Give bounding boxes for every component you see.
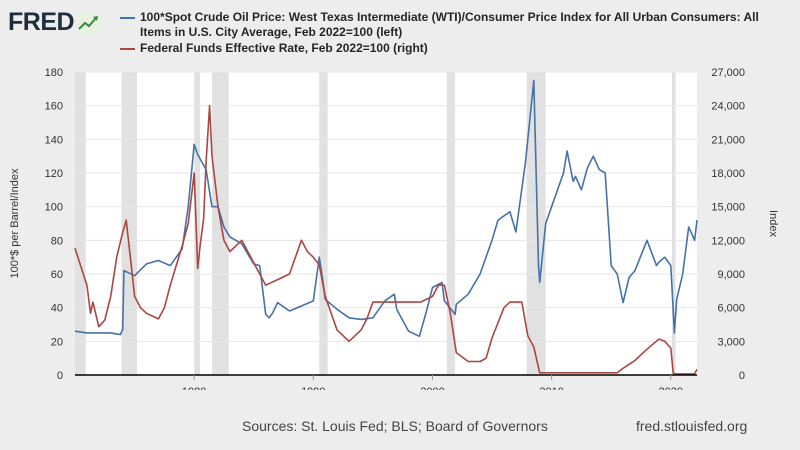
legend-label-fedfunds: Federal Funds Effective Rate, Feb 2022=1… (140, 41, 428, 55)
recession-band (671, 72, 676, 375)
legend-swatch-oil (120, 17, 135, 19)
left-tick-label: 140 (45, 134, 63, 146)
legend-item-oil[interactable]: 100*Spot Crude Oil Price: West Texas Int… (120, 10, 770, 40)
left-axis-ticks: 0 20 40 60 80 100 120 140 160 180 (45, 67, 63, 382)
left-tick-label: 160 (45, 101, 63, 113)
right-tick-label: 24,000 (711, 101, 745, 113)
recession-band (319, 72, 328, 375)
right-tick-label: 27,000 (711, 67, 745, 79)
right-tick-label: 0 (739, 370, 745, 382)
left-tick-label: 120 (45, 168, 63, 180)
right-tick-label: 15,000 (711, 202, 745, 214)
fred-logo[interactable]: FRED (8, 8, 102, 36)
plot-background (75, 72, 697, 375)
legend-label-oil: 100*Spot Crude Oil Price: West Texas Int… (140, 10, 759, 39)
right-tick-label: 18,000 (711, 168, 745, 180)
left-tick-label: 0 (57, 370, 63, 382)
x-tick-label: 1980 (182, 386, 206, 390)
x-tick-label: 1990 (301, 386, 325, 390)
fred-url-link[interactable]: fred.stlouisfed.org (636, 418, 748, 434)
recession-band (121, 72, 137, 375)
right-tick-label: 12,000 (711, 235, 745, 247)
left-tick-label: 40 (51, 303, 63, 315)
series-line-fedfunds[interactable] (74, 104, 698, 375)
left-tick-label: 80 (51, 235, 63, 247)
left-tick-label: 180 (45, 67, 63, 79)
x-tick-label: 2020 (659, 386, 683, 390)
x-tick-label: 2000 (420, 386, 444, 390)
recession-band (75, 72, 86, 375)
trend-line-icon (77, 12, 102, 33)
series-line-oil[interactable] (74, 79, 698, 338)
left-tick-label: 100 (45, 202, 63, 214)
recession-band (526, 72, 546, 375)
x-axis-ticks: 1980 1990 2000 2010 2020 (182, 375, 683, 390)
x-tick-label: 2010 (539, 386, 563, 390)
right-axis-title: Index (767, 210, 779, 237)
right-axis-ticks: 0 3,000 6,000 9,000 12,000 15,000 18,000 21,000… (711, 67, 745, 382)
legend-item-fedfunds[interactable]: Federal Funds Effective Rate, Feb 2022=1… (120, 41, 770, 56)
legend-swatch-fedfunds (120, 48, 135, 50)
left-axis-title: 100*$ per Barrel/Index (9, 168, 21, 279)
left-tick-label: 60 (51, 269, 63, 281)
recession-band (446, 72, 456, 375)
series-lines (74, 79, 698, 375)
chart-area[interactable]: 0 20 40 60 80 100 120 140 160 180 0 3,000 6,000 9,00… (0, 60, 800, 390)
right-tick-label: 3,000 (717, 336, 745, 348)
left-tick-label: 20 (51, 336, 63, 348)
right-tick-label: 6,000 (717, 303, 745, 315)
recession-band (194, 72, 201, 375)
recession-shading (75, 72, 676, 375)
gridlines (75, 71, 697, 342)
chart-header: FRED 100*Spot Crude Oil Price: West Texa… (0, 0, 800, 66)
right-tick-label: 21,000 (711, 134, 745, 146)
logo-text: FRED (8, 8, 75, 36)
right-tick-label: 9,000 (717, 269, 745, 281)
sources-note: Sources: St. Louis Fed; BLS; Board of Go… (242, 418, 548, 434)
